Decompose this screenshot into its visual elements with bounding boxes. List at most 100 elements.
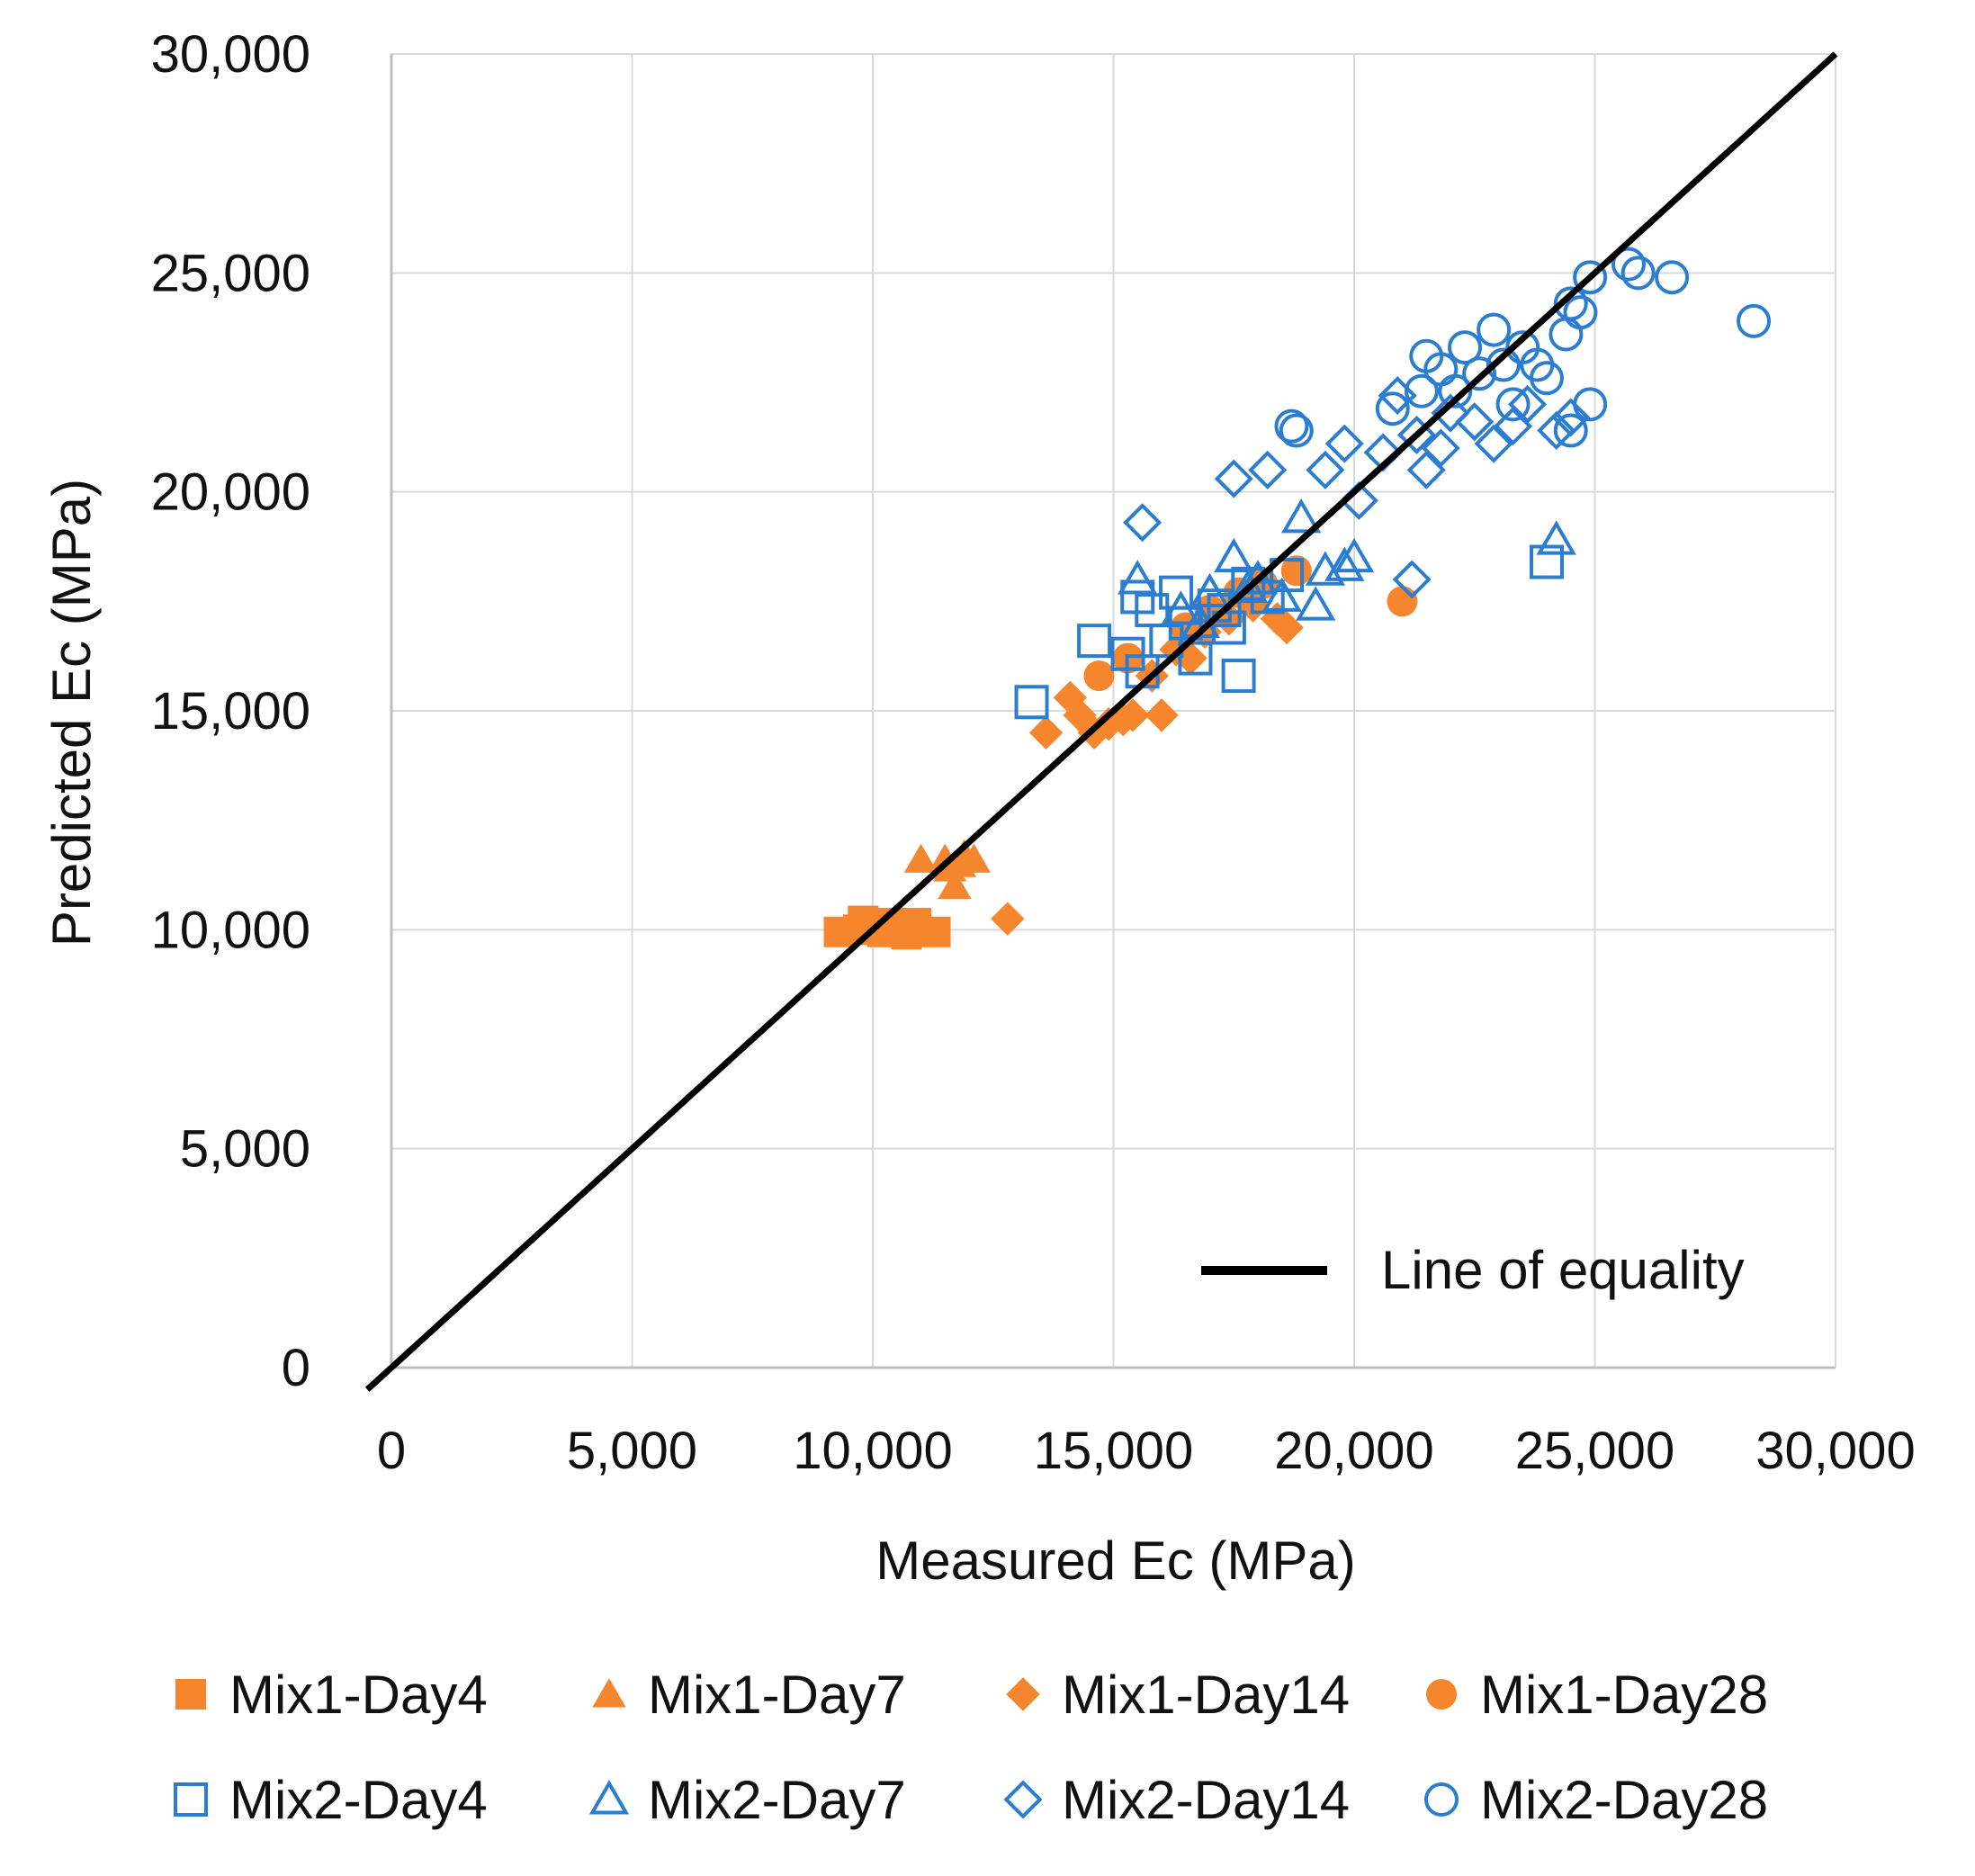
legend-marker-mix1-day7 (592, 1678, 626, 1708)
data-point-mix2-day4 (1178, 641, 1213, 676)
data-point-mix2-day28 (1438, 373, 1473, 408)
data-point-mix1-day14 (991, 902, 1025, 936)
plot-area-border (390, 54, 1836, 1369)
x-tick-label: 30,000 (1755, 1422, 1915, 1480)
legend-label: Mix1-Day7 (648, 1665, 906, 1725)
x-axis-title: Measured Ec (MPa) (875, 1530, 1356, 1591)
data-point-mix1-day14 (1077, 715, 1111, 750)
data-point-mix2-day28 (1620, 256, 1656, 291)
data-point-mix2-day14 (1324, 424, 1364, 463)
x-tick-label: 25,000 (1515, 1422, 1674, 1480)
data-point-mix2-day4 (1207, 593, 1242, 628)
legend-marker-mix2-day28 (1424, 1782, 1459, 1817)
data-point-mix2-day7 (1536, 520, 1576, 555)
legend-label: Mix2-Day14 (1062, 1770, 1350, 1830)
legend-marker-mix2-day7 (588, 1780, 630, 1815)
data-point-mix2-day7 (1261, 577, 1302, 612)
data-point-mix2-day28 (1573, 387, 1608, 422)
data-point-mix2-day4 (1077, 624, 1112, 659)
legend-label: Mix1-Day28 (1480, 1665, 1768, 1725)
data-point-mix2-day7 (1324, 546, 1365, 581)
line-of-equality (364, 51, 1838, 1392)
data-point-mix2-day28 (1655, 260, 1690, 295)
data-point-mix2-day14 (1494, 407, 1533, 446)
line-of-equality-legend: Line of equality (1201, 1240, 1745, 1300)
data-point-mix2-day28 (1477, 312, 1512, 347)
legend-label: Mix2-Day4 (229, 1770, 488, 1830)
data-point-mix2-day7 (1161, 590, 1201, 625)
y-axis-title: Predicted Ec (MPa) (41, 479, 102, 947)
data-point-mix2-day28 (1274, 408, 1309, 444)
data-point-mix2-day14 (1306, 450, 1345, 489)
data-point-mix2-day28 (1404, 373, 1439, 408)
data-point-mix2-day7 (1214, 537, 1254, 573)
y-tick-label: 25,000 (151, 244, 310, 302)
legend-label: Mix1-Day4 (229, 1665, 488, 1725)
data-point-mix2-day28 (1448, 330, 1483, 365)
data-point-mix2-day14 (1431, 393, 1470, 433)
data-point-mix2-day4 (1120, 579, 1155, 615)
data-point-mix2-day14 (1397, 415, 1437, 454)
data-point-mix1-day14 (1260, 602, 1295, 636)
data-point-mix1-day14 (1116, 698, 1150, 732)
legend-marker-mix2-day4 (174, 1782, 208, 1817)
data-point-mix1-day14 (1053, 680, 1088, 715)
data-point-mix2-day28 (1462, 356, 1497, 391)
data-point-mix2-day7 (1189, 572, 1230, 608)
data-point-mix2-day28 (1495, 387, 1531, 422)
legend-marker-mix2-day14 (1003, 1780, 1043, 1819)
data-point-mix1-day14 (1028, 715, 1064, 750)
series-mix2-day14 (1123, 376, 1591, 599)
data-point-mix1-day4 (920, 916, 951, 947)
data-point-mix2-day14 (1248, 450, 1288, 489)
data-point-mix2-day14 (1551, 398, 1591, 437)
data-point-mix1-day14 (1063, 698, 1097, 732)
series-legend: Mix1-Day4 Mix1-Day7 Mix1-Day14 Mix1-Day28 Mi… (174, 1665, 1768, 1830)
legend-marker-mix1-day14 (1006, 1677, 1040, 1711)
data-point-mix1-day14 (1270, 610, 1304, 645)
y-tick-label: 5,000 (180, 1120, 310, 1179)
legend-item-mix1-day28: Mix1-Day28 (1426, 1665, 1768, 1725)
data-point-mix1-day7 (938, 869, 972, 900)
x-tick-label: 5,000 (567, 1422, 697, 1480)
data-point-mix2-day28 (1573, 260, 1608, 295)
data-point-mix2-day14 (1537, 411, 1576, 451)
legend-item-mix2-day7: Mix2-Day7 (588, 1770, 906, 1830)
data-point-mix1-day7 (903, 843, 938, 873)
legend-item-mix2-day28: Mix2-Day28 (1424, 1770, 1768, 1830)
data-point-mix2-day7 (1296, 586, 1336, 621)
data-point-mix2-day28 (1553, 413, 1588, 448)
data-point-mix2-day14 (1508, 384, 1548, 424)
legend-label: Mix2-Day28 (1480, 1770, 1768, 1830)
data-point-mix2-day4 (1149, 624, 1184, 659)
data-point-mix1-day28 (1280, 555, 1312, 587)
legend-label: Mix2-Day7 (648, 1770, 906, 1830)
data-point-mix2-day7 (1333, 537, 1375, 573)
data-point-mix2-day28 (1486, 347, 1521, 382)
legend-label: Mix1-Day14 (1062, 1665, 1350, 1725)
y-tick-label: 20,000 (151, 463, 310, 522)
data-point-mix2-day14 (1214, 459, 1253, 498)
y-tick-label: 15,000 (151, 682, 310, 741)
y-tick-label: 0 (282, 1339, 310, 1397)
data-point-mix2-day28 (1279, 413, 1314, 448)
data-point-mix2-day14 (1421, 428, 1460, 468)
data-point-mix2-day4 (1530, 544, 1564, 579)
series-mix1-day4 (823, 905, 951, 950)
legend-item-mix1-day7: Mix1-Day7 (592, 1665, 906, 1725)
series-mix2-day7 (1118, 498, 1576, 639)
data-point-mix1-day28 (1387, 586, 1418, 617)
data-point-mix2-day7 (1280, 498, 1322, 534)
legend-item-mix1-day14: Mix1-Day14 (1006, 1665, 1350, 1725)
y-tick-label: 10,000 (151, 901, 310, 959)
data-point-mix2-day14 (1392, 560, 1432, 599)
data-point-mix2-day28 (1549, 317, 1584, 352)
legend-marker-mix1-day4 (175, 1679, 206, 1710)
data-point-mix2-day14 (1378, 376, 1417, 416)
legend-item-mix2-day14: Mix2-Day14 (1003, 1770, 1350, 1830)
data-point-mix2-day4 (1221, 659, 1256, 694)
x-tick-label: 0 (377, 1422, 406, 1480)
data-point-mix1-day28 (1083, 660, 1115, 692)
legend-item-mix2-day4: Mix2-Day4 (174, 1770, 488, 1830)
data-point-mix2-day7 (1228, 568, 1269, 604)
